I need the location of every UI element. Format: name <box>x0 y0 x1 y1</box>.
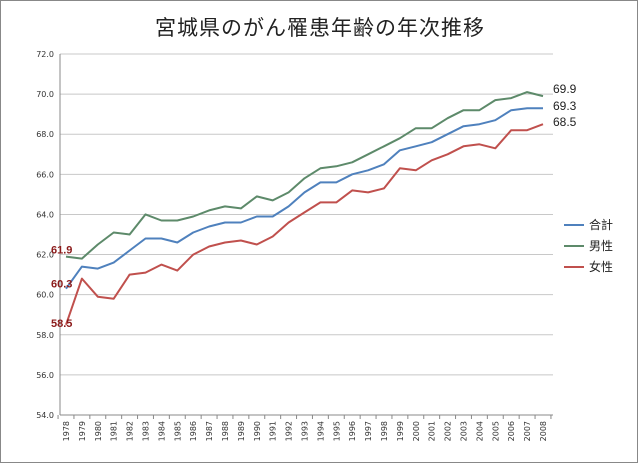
x-tick-label: 2007 <box>523 421 532 441</box>
x-tick-label: 1984 <box>157 421 166 441</box>
x-tick-label: 1999 <box>396 421 405 441</box>
series-line-男性 <box>65 91 544 260</box>
x-tick-label: 1978 <box>62 421 71 441</box>
y-tick-label: 70.0 <box>36 90 54 99</box>
series-line-女性 <box>65 123 544 326</box>
end-value-label: 69.3 <box>553 99 577 113</box>
x-tick-label: 1995 <box>332 421 341 441</box>
x-tick-label: 1997 <box>364 421 373 441</box>
x-tick-label: 1993 <box>301 421 310 441</box>
x-tick-label: 1992 <box>285 421 294 441</box>
x-tick-label: 1983 <box>142 421 151 441</box>
y-tick-label: 64.0 <box>36 210 54 219</box>
x-tick-label: 1991 <box>269 421 278 441</box>
x-tick-label: 2003 <box>460 421 469 441</box>
x-tick-label: 1989 <box>237 421 246 441</box>
x-tick-label: 2004 <box>475 421 484 441</box>
start-value-label: 61.9 <box>51 245 72 257</box>
x-tick-label: 2008 <box>539 421 548 441</box>
end-value-label: 69.9 <box>553 82 577 96</box>
start-value-label: 58.5 <box>51 318 72 330</box>
x-tick-label: 1982 <box>126 421 135 441</box>
x-tick-label: 1998 <box>380 421 389 441</box>
x-tick-label: 1979 <box>78 421 87 441</box>
y-tick-label: 54.0 <box>36 411 54 420</box>
y-tick-label: 72.0 <box>36 50 54 59</box>
x-tick-label: 1994 <box>316 421 325 441</box>
x-tick-label: 2000 <box>412 421 421 441</box>
x-tick-label: 1996 <box>348 421 357 441</box>
y-tick-label: 60.0 <box>36 291 54 300</box>
start-value-label: 60.3 <box>51 279 72 291</box>
axes: 54.0 56.0 58.0 60.0 62.0 64.0 66.0 68.0 70.0 72.0… <box>36 50 553 441</box>
chart-title: 宮城県のがん罹患年齢の年次推移 <box>155 16 485 40</box>
series-lines <box>65 91 544 326</box>
y-tick-label: 56.0 <box>36 371 54 380</box>
x-tick-label: 1986 <box>189 421 198 441</box>
x-tick-label: 1980 <box>94 421 103 441</box>
legend-label: 合計 <box>589 217 613 232</box>
legend-label: 女性 <box>589 259 613 274</box>
x-tick-label: 1990 <box>253 421 262 441</box>
x-tick-label: 1981 <box>110 421 119 441</box>
y-tick-label: 68.0 <box>36 130 54 139</box>
x-tick-label: 2005 <box>491 421 500 441</box>
y-tick-label: 66.0 <box>36 170 54 179</box>
x-tick-label: 1985 <box>173 421 182 441</box>
series-line-合計 <box>65 107 543 290</box>
x-tick-label: 1987 <box>205 421 214 441</box>
x-tick-label: 2006 <box>507 421 516 441</box>
legend-label: 男性 <box>589 239 613 253</box>
end-value-label: 68.5 <box>553 115 577 129</box>
x-tick-label: 2001 <box>428 421 437 441</box>
data-labels: 61.9 60.3 58.5 69.9 69.3 68.5 <box>51 82 577 330</box>
y-tick-label: 62.0 <box>36 251 54 260</box>
x-tick-label: 1988 <box>221 421 230 441</box>
gridlines <box>60 53 553 376</box>
y-tick-label: 58.0 <box>36 331 54 340</box>
x-tick-label: 2002 <box>444 421 453 441</box>
